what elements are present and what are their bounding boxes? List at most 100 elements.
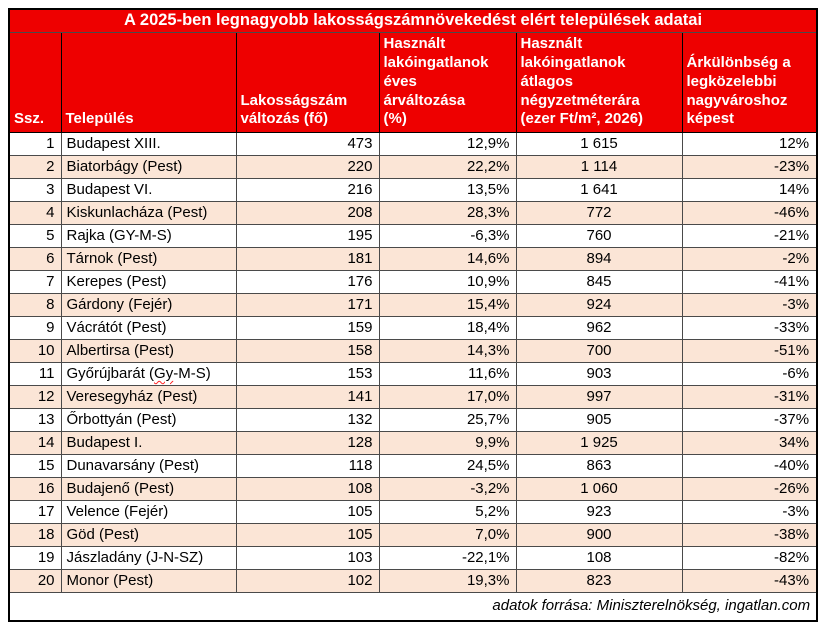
rank-cell: 18 (8, 523, 62, 547)
price-diff-cell: -51% (681, 339, 818, 363)
price-diff-cell: -46% (681, 201, 818, 225)
rank-cell: 19 (8, 546, 62, 570)
column-header-price-change: Használt lakóingatlanok éves árváltozása… (378, 32, 517, 133)
settlement-cell: Dunavarsány (Pest) (60, 454, 237, 478)
sqm-price-cell: 760 (515, 224, 683, 248)
rank-cell: 10 (8, 339, 62, 363)
population-change-cell: 220 (235, 155, 380, 179)
settlement-cell: Biatorbágy (Pest) (60, 155, 237, 179)
population-change-cell: 176 (235, 270, 380, 294)
price-diff-cell: -82% (681, 546, 818, 570)
sqm-price-cell: 1 060 (515, 477, 683, 501)
page: A 2025-ben legnagyobb lakosságszámnöveke… (8, 8, 819, 622)
price-change-cell: 28,3% (378, 201, 517, 225)
price-diff-cell: 12% (681, 132, 818, 156)
table-row: 6 Tárnok (Pest) 181 14,6% 894 -2% (8, 247, 818, 271)
sqm-price-cell: 997 (515, 385, 683, 409)
sqm-price-cell: 1 641 (515, 178, 683, 202)
sqm-price-cell: 772 (515, 201, 683, 225)
table-row: 8 Gárdony (Fejér) 171 15,4% 924 -3% (8, 293, 818, 317)
settlement-cell: Albertirsa (Pest) (60, 339, 237, 363)
population-change-cell: 216 (235, 178, 380, 202)
price-change-cell: 13,5% (378, 178, 517, 202)
price-change-cell: -3,2% (378, 477, 517, 501)
sqm-price-cell: 903 (515, 362, 683, 386)
table-row: 4 Kiskunlacháza (Pest) 208 28,3% 772 -46% (8, 201, 818, 225)
population-change-cell: 132 (235, 408, 380, 432)
settlement-cell: Vácrátót (Pest) (60, 316, 237, 340)
rank-cell: 4 (8, 201, 62, 225)
rank-cell: 12 (8, 385, 62, 409)
price-change-cell: 25,7% (378, 408, 517, 432)
table-row: 19 Jászladány (J-N-SZ) 103 -22,1% 108 -82% (8, 546, 818, 570)
settlement-name-part: Győrújbarát ( (66, 365, 155, 382)
rank-cell: 5 (8, 224, 62, 248)
column-header-rank: Ssz. (8, 32, 62, 133)
price-change-cell: 5,2% (378, 500, 517, 524)
column-header-sqm-price: Használt lakóingatlanok átlagos négyzetm… (515, 32, 683, 133)
settlement-cell: Kerepes (Pest) (60, 270, 237, 294)
column-header-population-change: Lakosságszám változás (fő) (235, 32, 380, 133)
price-change-cell: 22,2% (378, 155, 517, 179)
table-body: 1 Budapest XIII. 473 12,9% 1 615 12% 2 Biatorbá… (8, 132, 818, 593)
sqm-price-cell: 962 (515, 316, 683, 340)
price-change-cell: 15,4% (378, 293, 517, 317)
column-header-settlement: Település (60, 32, 237, 133)
price-diff-cell: -6% (681, 362, 818, 386)
price-diff-cell: -23% (681, 155, 818, 179)
price-change-cell: 19,3% (378, 569, 517, 593)
sqm-price-cell: 1 615 (515, 132, 683, 156)
sqm-price-cell: 923 (515, 500, 683, 524)
price-diff-cell: -41% (681, 270, 818, 294)
population-change-cell: 171 (235, 293, 380, 317)
table-row: 14 Budapest I. 128 9,9% 1 925 34% (8, 431, 818, 455)
settlement-cell: Jászladány (J-N-SZ) (60, 546, 237, 570)
price-diff-cell: 34% (681, 431, 818, 455)
table-row: 20 Monor (Pest) 102 19,3% 823 -43% (8, 569, 818, 593)
settlement-name-part: -M-S) (173, 365, 211, 382)
column-header-price-difference: Árkülönbség a legközelebbi nagyvároshoz … (681, 32, 818, 133)
price-diff-cell: -21% (681, 224, 818, 248)
settlement-cell: Gárdony (Fejér) (60, 293, 237, 317)
table-row: 13 Őrbottyán (Pest) 132 25,7% 905 -37% (8, 408, 818, 432)
settlements-table: A 2025-ben legnagyobb lakosságszámnöveke… (8, 8, 819, 622)
table-row: 17 Velence (Fejér) 105 5,2% 923 -3% (8, 500, 818, 524)
price-diff-cell: -37% (681, 408, 818, 432)
table-row: 5 Rajka (GY-M-S) 195 -6,3% 760 -21% (8, 224, 818, 248)
price-change-cell: 11,6% (378, 362, 517, 386)
settlement-cell: Tárnok (Pest) (60, 247, 237, 271)
price-change-cell: 17,0% (378, 385, 517, 409)
settlement-cell: Őrbottyán (Pest) (60, 408, 237, 432)
rank-cell: 6 (8, 247, 62, 271)
data-source-note: adatok forrása: Miniszterelnökség, ingat… (8, 592, 818, 621)
title-row: A 2025-ben legnagyobb lakosságszámnöveke… (8, 8, 818, 33)
price-change-cell: 14,3% (378, 339, 517, 363)
sqm-price-cell: 1 925 (515, 431, 683, 455)
table-row: 7 Kerepes (Pest) 176 10,9% 845 -41% (8, 270, 818, 294)
rank-cell: 13 (8, 408, 62, 432)
population-change-cell: 159 (235, 316, 380, 340)
rank-cell: 7 (8, 270, 62, 294)
settlement-cell: Kiskunlacháza (Pest) (60, 201, 237, 225)
sqm-price-cell: 924 (515, 293, 683, 317)
population-change-cell: 158 (235, 339, 380, 363)
population-change-cell: 103 (235, 546, 380, 570)
settlement-cell: Göd (Pest) (60, 523, 237, 547)
population-change-cell: 208 (235, 201, 380, 225)
price-diff-cell: -26% (681, 477, 818, 501)
price-diff-cell: -33% (681, 316, 818, 340)
price-diff-cell: -2% (681, 247, 818, 271)
table-row: 10 Albertirsa (Pest) 158 14,3% 700 -51% (8, 339, 818, 363)
rank-cell: 16 (8, 477, 62, 501)
population-change-cell: 108 (235, 477, 380, 501)
settlement-cell: Rajka (GY-M-S) (60, 224, 237, 248)
table-row: 2 Biatorbágy (Pest) 220 22,2% 1 114 -23% (8, 155, 818, 179)
table-row: 12 Veresegyház (Pest) 141 17,0% 997 -31% (8, 385, 818, 409)
header-row: Ssz. Település Lakosságszám változás (fő… (8, 32, 818, 133)
settlement-cell: Budapest I. (60, 431, 237, 455)
price-change-cell: 12,9% (378, 132, 517, 156)
population-change-cell: 141 (235, 385, 380, 409)
spellcheck-underlined-text: Gy (154, 365, 174, 382)
rank-cell: 8 (8, 293, 62, 317)
sqm-price-cell: 900 (515, 523, 683, 547)
